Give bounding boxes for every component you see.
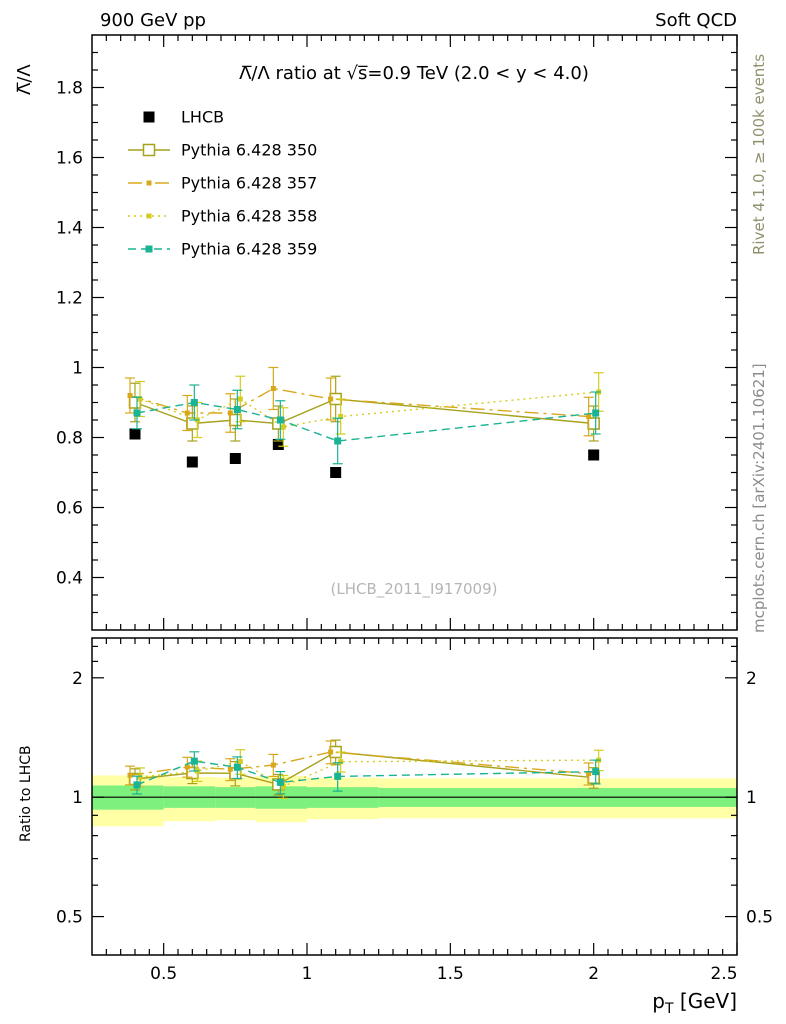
legend-marker: [143, 111, 155, 123]
data-marker: [328, 396, 334, 402]
y-tick-label: 1.2: [56, 289, 83, 309]
x-tick-label: 1.5: [437, 964, 464, 984]
data-marker: [270, 762, 276, 768]
data-marker: [233, 406, 241, 413]
legend-label: Pythia 6.428 359: [181, 240, 317, 259]
y-axis-label: Λ̅/Λ: [14, 64, 35, 95]
legend-marker: [145, 245, 153, 253]
y-tick-label: 0.6: [56, 499, 83, 519]
legend-marker: [142, 143, 156, 157]
x-tick-label: 0.5: [150, 964, 177, 984]
data-marker: [133, 781, 141, 789]
data-marker: [229, 413, 242, 427]
data-marker: [133, 409, 141, 417]
data-marker: [276, 778, 284, 786]
ratio-y-axis-label: Ratio to LHCB: [18, 745, 34, 842]
legend: LHCB Pythia 6.428 350 Pythia 6.428 357 Pyth…: [128, 108, 317, 259]
data-marker: [587, 417, 600, 430]
x-axis-label-subscript: T: [664, 1001, 674, 1017]
plot-title: Λ̅/Λ ratio at √s̅=0.9 TeV (2.0 < y < 4.0…: [239, 63, 589, 84]
data-marker: [184, 764, 190, 770]
x-axis-label-symbol: p: [652, 989, 665, 1013]
data-marker: [280, 783, 286, 789]
data-marker: [227, 766, 233, 772]
analysis-watermark: (LHCB_2011_I917009): [331, 580, 498, 599]
data-marker: [586, 414, 592, 419]
data-marker: [137, 774, 143, 780]
x-tick-label: 2.5: [710, 964, 737, 984]
legend-label: Pythia 6.428 357: [181, 174, 317, 193]
data-marker: [237, 759, 243, 765]
data-marker: [334, 772, 342, 780]
ratio-panel-frame: [91, 637, 738, 956]
data-marker: [592, 409, 600, 417]
data-marker: [270, 386, 276, 391]
y-tick-label: 1.8: [56, 79, 83, 99]
data-marker: [338, 759, 344, 765]
x-tick-label: 1: [302, 964, 313, 984]
data-marker: [229, 453, 241, 464]
data-marker: [127, 772, 133, 778]
mcplots-credit-note: mcplots.cern.ch [arXiv:2401.10621]: [750, 363, 768, 633]
ratio-y-tick-label-right: 1: [746, 788, 757, 808]
y-tick-label: 1.4: [56, 219, 83, 239]
data-marker: [227, 410, 233, 416]
ratio-y-tick-label-left: 2: [72, 669, 83, 689]
data-marker: [280, 424, 286, 430]
data-marker: [137, 396, 143, 402]
data-marker: [276, 416, 284, 424]
legend-entry-pythia-6-428-357: Pythia 6.428 357: [128, 174, 317, 193]
rivet-version-note: Rivet 4.1.0, ≥ 100k events: [750, 54, 768, 255]
data-marker: [127, 393, 133, 398]
y-tick-label: 0.8: [56, 429, 83, 449]
data-marker: [129, 428, 141, 440]
data-marker: [233, 763, 241, 771]
header-beam-energy: 900 GeV pp: [100, 10, 206, 31]
x-tick-label: 2: [588, 964, 599, 984]
legend-entry-pythia-6-428-358: Pythia 6.428 358: [128, 207, 317, 226]
data-marker: [328, 749, 334, 755]
y-tick-label: 1.6: [56, 149, 83, 169]
series-line-pythia-6-428-359: [136, 401, 596, 442]
legend-entry-lhcb: LHCB: [143, 108, 224, 127]
legend-entry-pythia-6-428-359: Pythia 6.428 359: [128, 240, 317, 259]
chart-layer: [92, 366, 737, 827]
legend-entry-pythia-6-428-350: Pythia 6.428 350: [128, 141, 317, 160]
data-marker: [272, 439, 284, 450]
legend-marker: [146, 213, 152, 219]
data-marker: [186, 456, 198, 468]
data-marker: [592, 768, 600, 776]
data-marker: [237, 396, 243, 402]
x-axis-label: pT [GeV]: [652, 989, 737, 1017]
series-line-pythia-6-428-357: [129, 387, 589, 418]
legend-label: Pythia 6.428 350: [181, 141, 317, 160]
series-line-pythia-6-428-359: [136, 760, 596, 786]
ratio-y-tick-label-right: 2: [746, 669, 757, 689]
data-marker: [190, 757, 198, 765]
header-process-group: Soft QCD: [655, 10, 737, 31]
ratio-y-tick-label-left: 0.5: [56, 908, 83, 928]
legend-label: LHCB: [181, 108, 224, 127]
ratio-y-tick-label-right: 0.5: [746, 908, 773, 928]
legend-label: Pythia 6.428 358: [181, 207, 317, 226]
legend-marker: [146, 180, 152, 186]
data-marker: [330, 467, 342, 478]
data-marker: [190, 399, 198, 406]
data-marker: [334, 437, 342, 445]
y-tick-label: 0.4: [56, 569, 83, 589]
main-panel-frame: [91, 34, 738, 631]
axis-layer: 0.5 1 1.5 2 2.5 0.4 0.6 0.8 1 1.2 1.4 1.6 1.8 0.5 0.5 1…: [56, 35, 773, 984]
y-tick-label: 1: [72, 359, 83, 379]
series-line-pythia-6-428-358: [139, 759, 599, 788]
ratio-y-tick-label-left: 1: [72, 788, 83, 808]
x-axis-label-unit: [GeV]: [674, 989, 737, 1013]
data-marker: [184, 410, 190, 416]
data-marker: [586, 771, 592, 777]
data-marker: [588, 449, 600, 461]
series-line-pythia-6-428-350: [134, 398, 594, 425]
data-marker: [338, 414, 344, 419]
